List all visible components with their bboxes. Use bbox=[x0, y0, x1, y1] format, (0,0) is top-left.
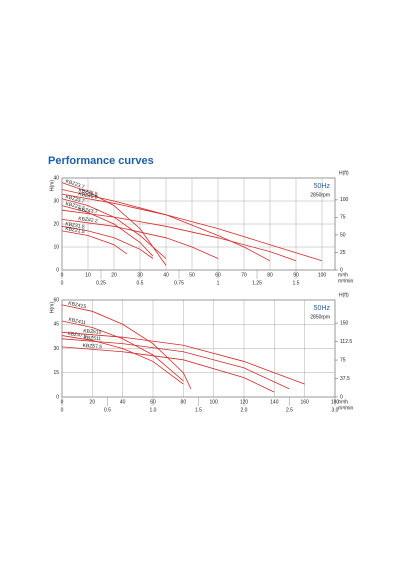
x2-tick-label: 1.5 bbox=[195, 407, 202, 413]
y2-tick-label: 50 bbox=[340, 232, 346, 238]
series-line bbox=[61, 225, 154, 259]
series-line bbox=[61, 320, 184, 382]
x-tick-label: 20 bbox=[111, 272, 117, 278]
series-label: KBZ35.5 bbox=[78, 188, 99, 198]
series-line bbox=[61, 230, 128, 255]
y2-tick-label: 37.5 bbox=[340, 376, 350, 382]
y-tick-label: 40 bbox=[53, 175, 59, 181]
x2-tick-label: 2.5 bbox=[286, 407, 293, 413]
series-line bbox=[61, 193, 323, 262]
x2-tick-label: 1.25 bbox=[252, 280, 262, 286]
series-label: KBZ43.7 bbox=[78, 207, 98, 216]
x-tick-label: 80 bbox=[181, 399, 187, 405]
y-tick-label: 0 bbox=[56, 394, 59, 400]
series-line bbox=[61, 219, 219, 259]
x-tick-label: 40 bbox=[120, 399, 126, 405]
x-tick-label: 50 bbox=[189, 272, 195, 278]
x2-tick-label: 1.0 bbox=[150, 407, 157, 413]
y2-tick-label: 75 bbox=[340, 357, 346, 363]
series-label: KBZ411 bbox=[68, 317, 87, 327]
series-line bbox=[61, 335, 184, 385]
series-label: KBZ45.5 bbox=[78, 191, 98, 200]
annotation: 50Hz bbox=[314, 183, 331, 190]
x-tick-label: 10 bbox=[85, 272, 91, 278]
y-tick-label: 30 bbox=[53, 346, 59, 352]
x2-tick-label: 1.5 bbox=[293, 280, 300, 286]
x2-tick-label: 1 bbox=[217, 280, 220, 286]
series-line bbox=[61, 209, 297, 262]
y2-axis-title: H(ft) bbox=[339, 170, 349, 176]
x-tick-label: 70 bbox=[241, 272, 247, 278]
x2-tick-label: 0.5 bbox=[137, 280, 144, 286]
y-axis-title: H(m) bbox=[49, 302, 55, 313]
y-tick-label: 60 bbox=[53, 297, 59, 303]
x-tick-label: 140 bbox=[270, 399, 279, 405]
y-tick-label: 45 bbox=[53, 322, 59, 328]
y2-tick-label: 0 bbox=[340, 267, 343, 273]
series-line bbox=[61, 338, 290, 390]
series-label: KBZ510 bbox=[83, 328, 102, 335]
series-label: KBZ57.5 bbox=[82, 343, 102, 351]
y2-axis-title: H(ft) bbox=[339, 292, 349, 298]
y-tick-label: 30 bbox=[53, 198, 59, 204]
x2-tick-label: 0 bbox=[61, 407, 64, 413]
y-axis-title: H(m) bbox=[49, 180, 55, 191]
series-line bbox=[61, 304, 192, 390]
y2-tick-label: 75 bbox=[340, 215, 346, 221]
series-label: KBZ511 bbox=[83, 335, 101, 342]
series-label: KBZ22.2 bbox=[65, 201, 86, 212]
y-tick-label: 15 bbox=[53, 370, 59, 376]
annotation: 2850rpm bbox=[310, 192, 330, 198]
x2-tick-label: 2.0 bbox=[241, 407, 248, 413]
y2-tick-label: 150 bbox=[340, 320, 349, 326]
x-tick-label: 20 bbox=[90, 399, 96, 405]
series-line bbox=[61, 189, 271, 262]
x-tick-label: 160 bbox=[300, 399, 309, 405]
x-axis-title: m³/h bbox=[338, 399, 348, 405]
series-label: KBZ31.5 bbox=[65, 221, 85, 230]
x2-tick-label: 0.75 bbox=[174, 280, 184, 286]
y2-tick-label: 25 bbox=[340, 250, 346, 256]
x-tick-label: 100 bbox=[318, 272, 327, 278]
y2-tick-label: 0 bbox=[340, 394, 343, 400]
annotation: 50Hz bbox=[314, 305, 331, 312]
x-tick-label: 40 bbox=[163, 272, 169, 278]
series-label: KBZ42.2 bbox=[78, 216, 98, 225]
x2-tick-label: 3.0 bbox=[332, 407, 339, 413]
series-line bbox=[61, 331, 305, 385]
series-label: KBZ47.5 bbox=[67, 331, 87, 340]
x2-tick-label: 0 bbox=[61, 280, 64, 286]
series-label: KBZ415 bbox=[68, 301, 87, 311]
y2-tick-label: 100 bbox=[340, 197, 349, 203]
annotation: 2850rpm bbox=[310, 314, 330, 320]
series-line bbox=[61, 205, 154, 257]
series-label: KBZ21.5 bbox=[65, 226, 85, 235]
x-tick-label: 100 bbox=[209, 399, 218, 405]
y-tick-label: 0 bbox=[56, 267, 59, 273]
series-line bbox=[61, 182, 167, 266]
y-tick-label: 20 bbox=[53, 221, 59, 227]
x-axis-title: m³/h bbox=[338, 272, 348, 278]
x2-tick-label: 0.25 bbox=[96, 280, 106, 286]
series-line bbox=[61, 346, 275, 393]
page-heading: Performance curves bbox=[48, 155, 154, 167]
series-label: KBZ33.7 bbox=[65, 194, 86, 205]
y2-tick-label: 112.5 bbox=[340, 339, 352, 345]
x-tick-label: 80 bbox=[267, 272, 273, 278]
y-tick-label: 10 bbox=[53, 244, 59, 250]
x2-tick-label: 0.5 bbox=[104, 407, 111, 413]
x2-axis-title: m³/min bbox=[338, 278, 353, 284]
x2-axis-title: m³/min bbox=[338, 405, 353, 411]
